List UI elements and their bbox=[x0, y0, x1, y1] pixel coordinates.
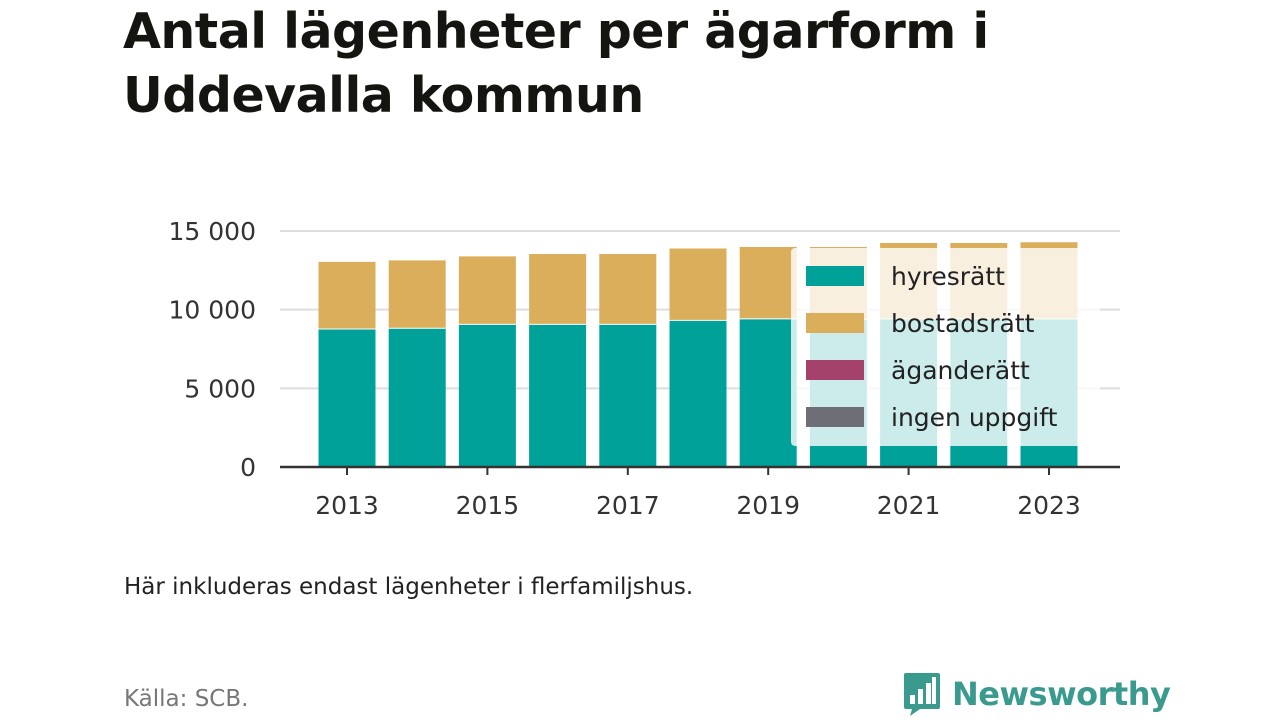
legend-label-3: ingen uppgift bbox=[891, 403, 1058, 432]
legend-swatch-1 bbox=[806, 313, 864, 333]
x-tick-label-5: 2023 bbox=[1017, 491, 1081, 520]
bar-2015-series-0 bbox=[458, 323, 516, 467]
y-tick-label-1: 5 000 bbox=[184, 374, 256, 403]
bar-2014-series-0 bbox=[388, 327, 446, 467]
legend-label-2: äganderätt bbox=[891, 356, 1030, 385]
chart-title: Antal lägenheter per ägarform i Uddevall… bbox=[123, 3, 989, 124]
legend: hyresrätt bostadsrätt äganderätt ingen uppg… bbox=[791, 248, 1100, 446]
x-tick-label-4: 2021 bbox=[877, 491, 941, 520]
legend-label-1: bostadsrätt bbox=[891, 309, 1035, 338]
bar-chart-logo-icon bbox=[904, 673, 940, 716]
y-tick-label-3: 15 000 bbox=[169, 217, 256, 246]
bar-2018-series-0 bbox=[669, 319, 727, 467]
legend-swatch-2 bbox=[806, 360, 864, 380]
chart-note: Här inkluderas endast lägenheter i flerf… bbox=[124, 574, 694, 600]
bar-2017-series-0 bbox=[599, 323, 657, 467]
bar-2017-series-1 bbox=[599, 253, 657, 324]
source-text: Källa: SCB. bbox=[124, 686, 249, 712]
y-axis-ticks: 0 5 000 10 000 15 000 bbox=[169, 217, 256, 482]
x-axis-ticks: 2013 2015 2017 2019 2021 2023 bbox=[315, 467, 1081, 520]
y-tick-label-2: 10 000 bbox=[169, 296, 256, 325]
bar-2013-series-0 bbox=[318, 328, 376, 467]
bar-2013-series-1 bbox=[318, 260, 376, 329]
bar-2019-series-1 bbox=[739, 245, 797, 319]
legend-swatch-3 bbox=[806, 407, 864, 427]
bar-2014-series-1 bbox=[388, 259, 446, 328]
x-tick-label-2: 2017 bbox=[596, 491, 660, 520]
bar-2015-series-1 bbox=[458, 255, 516, 324]
bar-2019-series-0 bbox=[739, 318, 797, 467]
bar-2016-series-1 bbox=[529, 253, 587, 324]
brand-logo: Newsworthy bbox=[902, 670, 1171, 718]
x-tick-label-0: 2013 bbox=[315, 491, 379, 520]
x-tick-label-1: 2015 bbox=[456, 491, 520, 520]
legend-label-0: hyresrätt bbox=[891, 262, 1005, 291]
x-tick-label-3: 2019 bbox=[736, 491, 800, 520]
legend-swatch-0 bbox=[806, 266, 864, 286]
legend-box bbox=[791, 248, 1100, 446]
bar-2018-series-1 bbox=[669, 247, 727, 320]
bar-2016-series-0 bbox=[529, 323, 587, 467]
brand-name: Newsworthy bbox=[952, 675, 1171, 713]
y-tick-label-0: 0 bbox=[240, 453, 256, 482]
